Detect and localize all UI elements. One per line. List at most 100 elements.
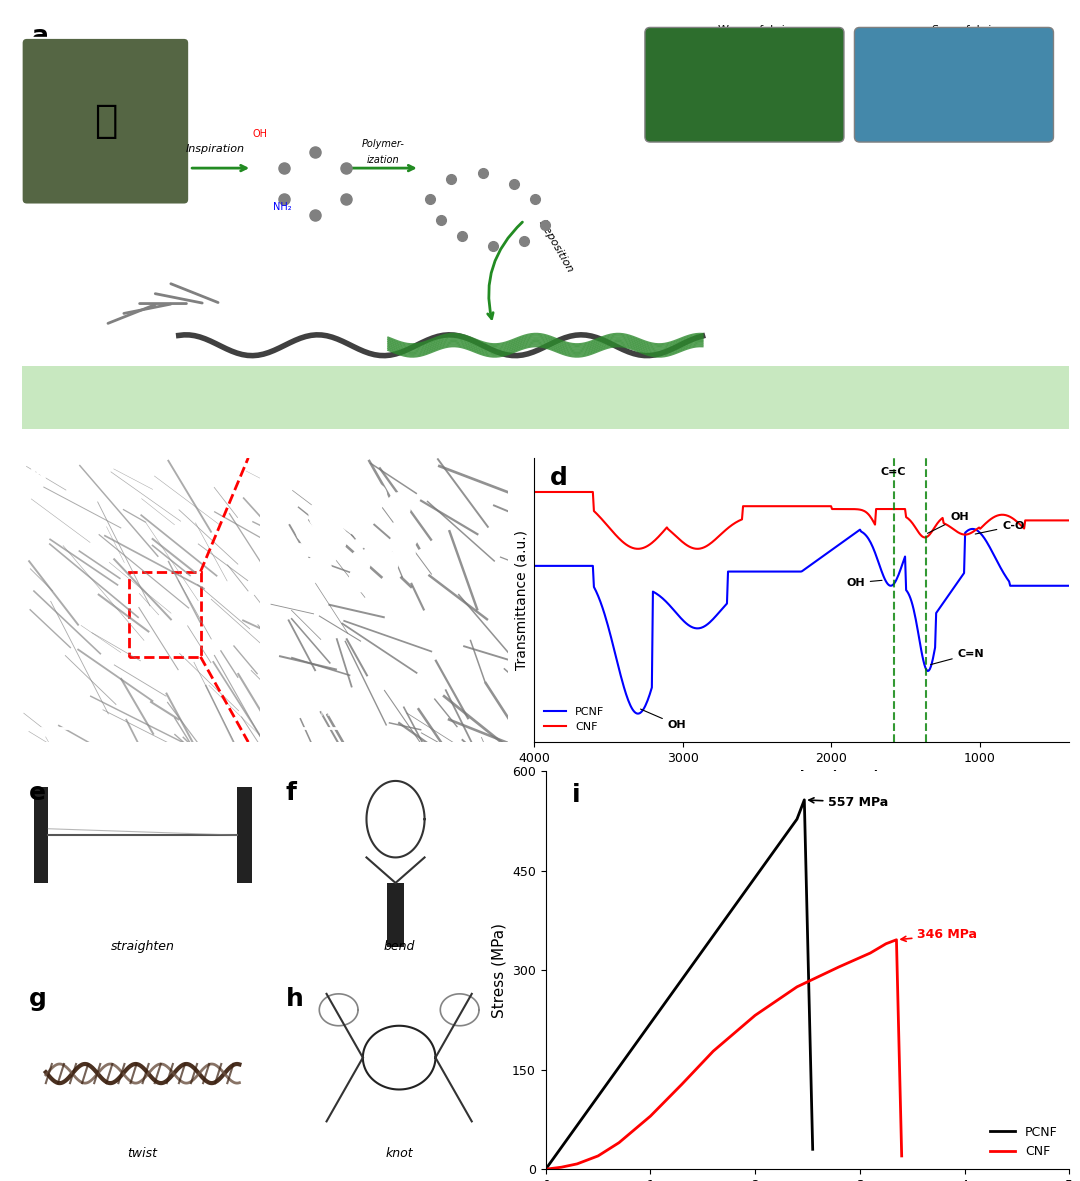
PCNF [697, 944, 710, 958]
Circle shape [391, 517, 419, 549]
CNF [864, 946, 877, 960]
Text: C-O: C-O [975, 521, 1025, 534]
Polygon shape [22, 366, 1069, 429]
Circle shape [328, 518, 342, 536]
Circle shape [345, 487, 357, 502]
Text: Inspiration: Inspiration [186, 144, 245, 155]
FancyBboxPatch shape [645, 27, 843, 142]
PCNF [634, 1031, 647, 1045]
FancyBboxPatch shape [854, 27, 1053, 142]
CNF [612, 1136, 625, 1150]
Circle shape [296, 522, 313, 541]
CNF [791, 980, 804, 994]
Legend: PCNF, CNF: PCNF, CNF [539, 702, 609, 737]
Circle shape [350, 565, 373, 592]
PCNF [527, 559, 540, 573]
CNF [632, 542, 645, 556]
PCNF [969, 522, 982, 536]
Circle shape [291, 559, 316, 590]
Text: Polymer-: Polymer- [362, 139, 404, 149]
CNF [890, 933, 903, 947]
CNF [968, 524, 981, 539]
Y-axis label: Transmittance (a.u.): Transmittance (a.u.) [514, 530, 528, 670]
CNF [748, 1009, 761, 1023]
Circle shape [310, 553, 326, 572]
PCNF [806, 1142, 819, 1156]
Text: e: e [29, 781, 45, 805]
Line: CNF: CNF [534, 492, 1069, 549]
CNF [783, 500, 796, 514]
Circle shape [382, 553, 399, 572]
Circle shape [350, 550, 370, 574]
Circle shape [401, 543, 415, 561]
Circle shape [388, 492, 410, 521]
Text: twist: twist [127, 1147, 158, 1160]
Text: straighten: straighten [110, 940, 175, 953]
Text: OH: OH [928, 513, 969, 534]
Text: bend: bend [383, 940, 415, 953]
Text: c: c [276, 466, 292, 490]
CNF [879, 937, 892, 951]
Text: OH: OH [640, 709, 686, 730]
Circle shape [292, 543, 308, 563]
Text: OH: OH [252, 129, 267, 139]
Circle shape [309, 522, 332, 548]
PCNF [783, 565, 796, 579]
PCNF [632, 706, 645, 720]
CNF [555, 1160, 568, 1174]
Text: ization: ization [367, 155, 400, 165]
Text: 557 MPa: 557 MPa [809, 796, 889, 809]
Text: C=C: C=C [881, 466, 906, 477]
PCNF [791, 813, 804, 827]
Text: 346 MPa: 346 MPa [901, 928, 977, 941]
Text: d: d [550, 466, 568, 490]
Text: OH: OH [846, 578, 882, 588]
Circle shape [309, 501, 334, 529]
PCNF [967, 522, 980, 536]
Circle shape [320, 542, 338, 563]
PCNF [847, 527, 860, 541]
Circle shape [308, 554, 332, 582]
Text: 200 nm: 200 nm [299, 709, 336, 718]
Bar [129, 572, 201, 657]
CNF [786, 500, 799, 514]
PCNF [539, 1162, 552, 1176]
PCNF [728, 900, 741, 914]
PCNF [819, 548, 832, 562]
Circle shape [364, 484, 386, 510]
Circle shape [355, 537, 365, 549]
CNF [847, 502, 860, 516]
CNF [819, 500, 832, 514]
Circle shape [332, 504, 349, 524]
CNF [675, 1077, 688, 1091]
PCNF [1052, 579, 1065, 593]
Bar [387, 883, 404, 947]
CNF [1051, 514, 1064, 528]
Text: h: h [285, 987, 303, 1011]
Legend: PCNF, CNF: PCNF, CNF [985, 1121, 1063, 1163]
Circle shape [366, 484, 387, 509]
Circle shape [291, 513, 300, 523]
Text: i: i [572, 783, 581, 808]
Text: b: b [29, 466, 46, 490]
PCNF [570, 1118, 583, 1133]
X-axis label: Wavenumber (cm⁻¹): Wavenumber (cm⁻¹) [724, 770, 880, 784]
CNF [706, 1044, 719, 1058]
Line: PCNF: PCNF [534, 529, 1069, 713]
Text: Deposition: Deposition [537, 217, 575, 274]
PCNF [798, 792, 811, 807]
PCNF [786, 565, 799, 579]
Circle shape [301, 559, 313, 573]
Bar [33, 788, 49, 883]
FancyBboxPatch shape [22, 38, 189, 204]
Text: g: g [29, 987, 46, 1011]
PCNF [1063, 579, 1076, 593]
CNF [895, 1149, 908, 1163]
CNF [1063, 514, 1076, 528]
Circle shape [309, 477, 336, 509]
CNF [644, 1109, 657, 1123]
Bar [237, 788, 252, 883]
PCNF [665, 987, 678, 1001]
Text: Woven fabric: Woven fabric [718, 25, 792, 34]
CNF [527, 485, 540, 500]
